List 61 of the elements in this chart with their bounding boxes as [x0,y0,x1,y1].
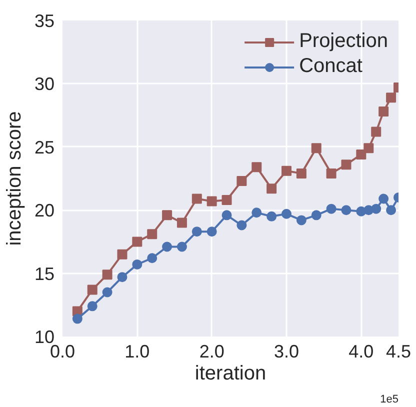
point [311,210,322,220]
point [162,210,172,220]
y-tick-label: 20 [34,200,55,221]
point [282,166,292,176]
point [296,215,306,226]
point [87,284,98,295]
y-axis-title: inception score [3,111,26,246]
point [326,204,336,214]
point [282,208,292,219]
point [356,149,366,160]
point [378,106,389,117]
point [87,301,98,312]
x-tick-label: 1.0 [124,342,150,362]
y-tick-label: 35 [34,11,55,31]
point [192,194,202,204]
point [311,143,322,154]
point [72,314,82,324]
x-tick-label: 4.0 [348,342,374,362]
legend-label: Concat [299,55,362,78]
point [132,259,142,270]
point [386,205,396,216]
point [386,92,396,103]
point [102,287,112,298]
point [117,249,128,260]
point [326,168,336,178]
y-tick-label: 25 [34,137,55,158]
point [222,194,232,205]
point [117,272,128,282]
x-tick-label: 2.0 [199,342,224,362]
point [296,168,306,178]
point [192,226,202,237]
point [341,160,352,170]
point [206,196,217,206]
point [147,229,158,240]
point [371,204,382,214]
x-tick-label: 0.0 [50,342,76,362]
point [266,184,277,194]
point [252,208,262,218]
point [102,270,112,280]
y-tick-label: 15 [34,264,55,284]
x-axis-title: iteration [194,362,266,384]
point [266,211,277,222]
x-tick-label: 3.0 [274,342,300,362]
point [222,210,232,220]
point [364,143,374,154]
legend-label: Projection [299,30,388,53]
point [162,242,172,252]
point [236,176,247,186]
point [176,242,187,252]
point [132,236,142,247]
point [176,218,187,228]
point [206,226,217,237]
point [378,194,389,204]
y-tick-label: 30 [34,74,55,94]
text: 1e5 [380,394,399,406]
point [147,253,158,264]
point [341,205,352,216]
point [252,162,262,172]
point [371,126,382,137]
point [236,220,247,230]
x-tick-label: 4.5 [386,342,412,362]
